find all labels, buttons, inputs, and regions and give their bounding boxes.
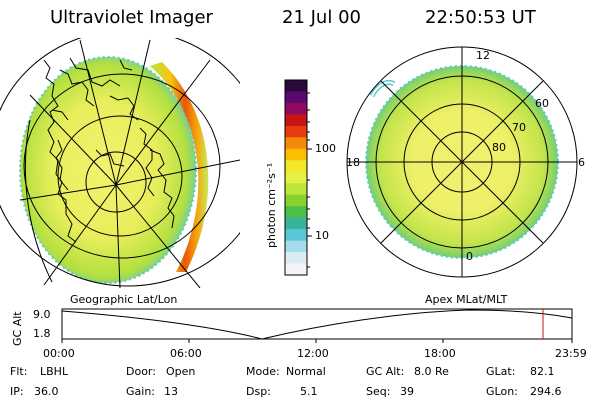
color-scale-band [285, 183, 307, 196]
timeline-xtick-1200: 12:00 [297, 347, 329, 360]
color-scale-band [285, 114, 307, 127]
door-label: Door: [126, 365, 156, 378]
color-scale-band [285, 206, 307, 219]
altitude-timeline [61, 308, 573, 343]
color-scale-band [285, 160, 307, 173]
color-scale-band [285, 148, 307, 161]
timeline-ylabel: GC Alt [11, 311, 24, 346]
color-scale-frame [284, 79, 308, 276]
color-scale-band [285, 194, 307, 207]
mlt-label-6: 6 [578, 156, 585, 169]
color-scale-band [285, 171, 307, 184]
colorbar-unit-label: photon cm⁻²s⁻¹ [265, 162, 278, 248]
left-limb-aurora-arc [150, 62, 209, 272]
timeline-ytick-min: 1.8 [33, 327, 51, 340]
observation-time: 22:50:53 UT [425, 7, 536, 28]
color-scale-band [285, 263, 307, 276]
filter-value: LBHL [40, 365, 69, 378]
color-scale-bar [285, 80, 307, 276]
door-value: Open [166, 365, 196, 378]
color-scale-band [285, 137, 307, 150]
left-meridians [19, 39, 240, 288]
glat-value: 82.1 [530, 365, 555, 378]
glon-label: GLon: [486, 385, 518, 398]
dsp-label: Dsp: [246, 385, 271, 398]
color-scale-band [285, 102, 307, 115]
color-scale-band [285, 217, 307, 230]
left-coastlines [43, 57, 175, 243]
color-scale-band [285, 240, 307, 253]
mlt-label-0: 0 [466, 250, 473, 263]
left-map-caption: Geographic Lat/Lon [70, 293, 178, 306]
color-scale-band [285, 80, 307, 92]
mlat-label-60: 60 [535, 97, 549, 110]
mlat-label-70: 70 [512, 121, 526, 134]
dsp-value: 5.1 [300, 385, 318, 398]
seq-label: Seq: [366, 385, 391, 398]
right-mlt-lines [347, 47, 577, 277]
color-scale-band [285, 252, 307, 265]
seq-value: 39 [400, 385, 414, 398]
gc-altitude-curve [61, 309, 573, 340]
colorbar-tick-100: 100 [315, 142, 336, 155]
timeline-ytick-max: 9.0 [33, 308, 51, 321]
gain-value: 13 [164, 385, 178, 398]
ip-label: IP: [10, 385, 24, 398]
right-map-caption: Apex MLat/MLT [425, 293, 508, 306]
mlt-label-18: 18 [346, 156, 360, 169]
mode-label: Mode: [246, 365, 280, 378]
mode-value: Normal [286, 365, 326, 378]
instrument-title: Ultraviolet Imager [50, 7, 213, 28]
left-emission-disk [20, 57, 196, 283]
color-scale-band [285, 91, 307, 104]
mlt-label-12: 12 [476, 49, 490, 62]
timeline-xtick-0000: 00:00 [43, 347, 75, 360]
left-disk-edge [19, 56, 197, 284]
timeline-xtick-2359: 23:59 [555, 347, 587, 360]
color-scale-ticks [307, 92, 312, 268]
geographic-map [0, 38, 240, 288]
glat-label: GLat: [486, 365, 516, 378]
mlat-label-80: 80 [492, 141, 506, 154]
gc-alt-value: 8.0 Re [414, 365, 449, 378]
observation-date: 21 Jul 00 [282, 7, 361, 28]
color-scale-band [285, 125, 307, 138]
filter-label: Flt: [10, 365, 28, 378]
glon-value: 294.6 [530, 385, 562, 398]
timeline-xtick-1800: 18:00 [424, 347, 456, 360]
gain-label: Gain: [126, 385, 155, 398]
magnetic-map [346, 46, 578, 278]
color-scale-band [285, 229, 307, 242]
gc-alt-label: GC Alt: [366, 365, 405, 378]
ip-value: 36.0 [34, 385, 59, 398]
timeline-xtick-0600: 06:00 [170, 347, 202, 360]
colorbar-tick-10: 10 [315, 229, 329, 242]
